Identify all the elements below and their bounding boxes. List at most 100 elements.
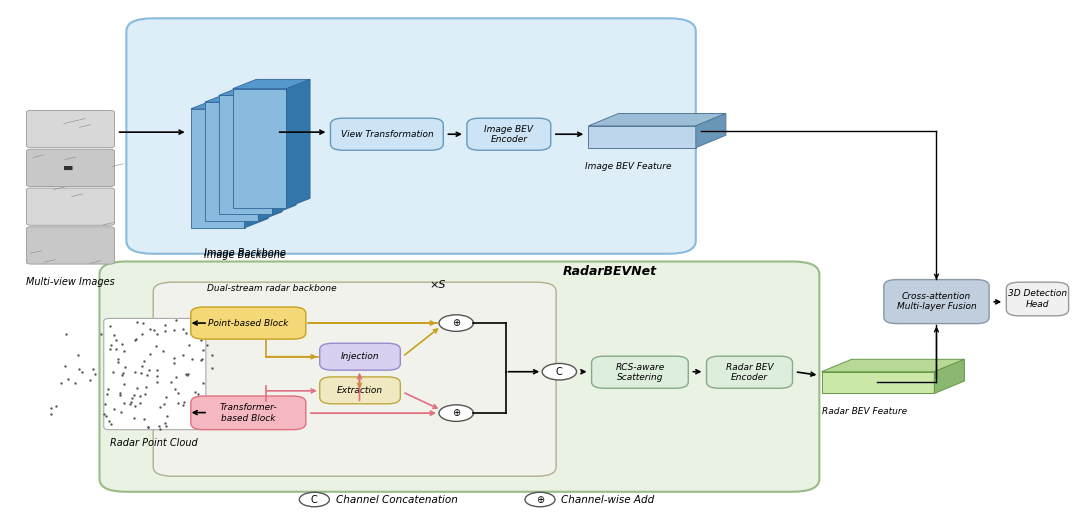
Point — [150, 422, 167, 430]
Point — [166, 384, 184, 393]
Polygon shape — [272, 86, 296, 214]
Text: Multi-view Images: Multi-view Images — [26, 277, 114, 287]
Point — [136, 390, 153, 399]
Point — [111, 391, 129, 399]
Polygon shape — [822, 359, 964, 372]
Text: Image BEV
Encoder: Image BEV Encoder — [484, 124, 534, 144]
Point — [174, 401, 191, 409]
Point — [86, 370, 104, 378]
Point — [99, 417, 117, 425]
FancyBboxPatch shape — [320, 377, 401, 404]
Point — [204, 363, 221, 372]
Point — [98, 390, 116, 399]
Point — [199, 340, 216, 349]
Point — [42, 410, 59, 418]
Circle shape — [438, 315, 473, 332]
Point — [151, 425, 168, 433]
Point — [148, 329, 165, 338]
Point — [178, 371, 195, 379]
Text: RCS-aware
Scattering: RCS-aware Scattering — [616, 362, 664, 382]
Point — [129, 384, 146, 392]
FancyBboxPatch shape — [191, 396, 306, 430]
FancyBboxPatch shape — [320, 343, 401, 370]
Point — [103, 420, 120, 428]
Text: Radar BEV Feature: Radar BEV Feature — [822, 407, 907, 416]
Polygon shape — [822, 372, 934, 393]
Point — [104, 368, 121, 376]
Text: Image BEV Feature: Image BEV Feature — [585, 162, 672, 171]
Point — [157, 321, 174, 329]
Circle shape — [438, 405, 473, 422]
Point — [107, 345, 124, 353]
Point — [188, 413, 205, 422]
Polygon shape — [219, 86, 296, 95]
Point — [191, 412, 208, 420]
Point — [141, 324, 159, 333]
Text: ⊕: ⊕ — [453, 318, 460, 328]
Point — [177, 328, 194, 337]
Point — [170, 399, 187, 407]
Point — [137, 383, 154, 392]
Point — [157, 418, 174, 427]
Point — [96, 400, 113, 408]
Point — [141, 350, 159, 358]
Circle shape — [525, 492, 555, 507]
Polygon shape — [696, 113, 726, 147]
FancyBboxPatch shape — [467, 118, 551, 150]
Text: View Transformation: View Transformation — [340, 130, 433, 139]
Point — [184, 355, 201, 363]
Point — [108, 336, 125, 344]
FancyBboxPatch shape — [883, 280, 989, 324]
FancyBboxPatch shape — [592, 356, 688, 388]
FancyBboxPatch shape — [26, 188, 114, 225]
Point — [70, 351, 87, 359]
Point — [73, 368, 91, 376]
Point — [66, 379, 83, 387]
Point — [105, 405, 122, 413]
Point — [175, 398, 192, 406]
Point — [189, 390, 206, 398]
Point — [133, 361, 150, 370]
Point — [192, 356, 210, 365]
FancyBboxPatch shape — [99, 262, 820, 492]
Point — [116, 347, 133, 356]
Polygon shape — [258, 93, 282, 221]
Point — [117, 363, 134, 371]
Text: ⊕: ⊕ — [453, 408, 460, 418]
Point — [165, 326, 183, 335]
Polygon shape — [205, 102, 258, 221]
Point — [167, 373, 185, 381]
Point — [111, 389, 129, 397]
Point — [157, 327, 174, 335]
Point — [193, 403, 211, 411]
Point — [114, 369, 132, 377]
Point — [194, 379, 212, 388]
Text: Transformer-
based Block: Transformer- based Block — [219, 403, 278, 423]
Point — [148, 342, 165, 350]
Text: Image Backbone: Image Backbone — [204, 250, 285, 260]
Point — [139, 423, 157, 431]
FancyBboxPatch shape — [330, 118, 443, 150]
Point — [48, 402, 65, 410]
Point — [149, 366, 166, 374]
Point — [132, 399, 149, 407]
Text: Radar BEV
Encoder: Radar BEV Encoder — [726, 362, 773, 382]
Point — [109, 358, 126, 366]
Point — [106, 331, 123, 339]
Polygon shape — [589, 113, 726, 126]
Point — [127, 335, 145, 343]
Point — [158, 393, 175, 402]
Point — [124, 394, 141, 402]
Point — [154, 346, 172, 355]
Point — [204, 350, 221, 359]
Point — [204, 404, 221, 412]
Point — [116, 380, 133, 388]
FancyBboxPatch shape — [153, 282, 556, 476]
Point — [167, 316, 185, 324]
FancyBboxPatch shape — [126, 18, 696, 254]
FancyBboxPatch shape — [26, 227, 114, 264]
Point — [192, 336, 210, 344]
Polygon shape — [191, 109, 244, 228]
Text: Cross-attention
Multi-layer Fusion: Cross-attention Multi-layer Fusion — [896, 292, 976, 311]
Point — [93, 330, 110, 338]
